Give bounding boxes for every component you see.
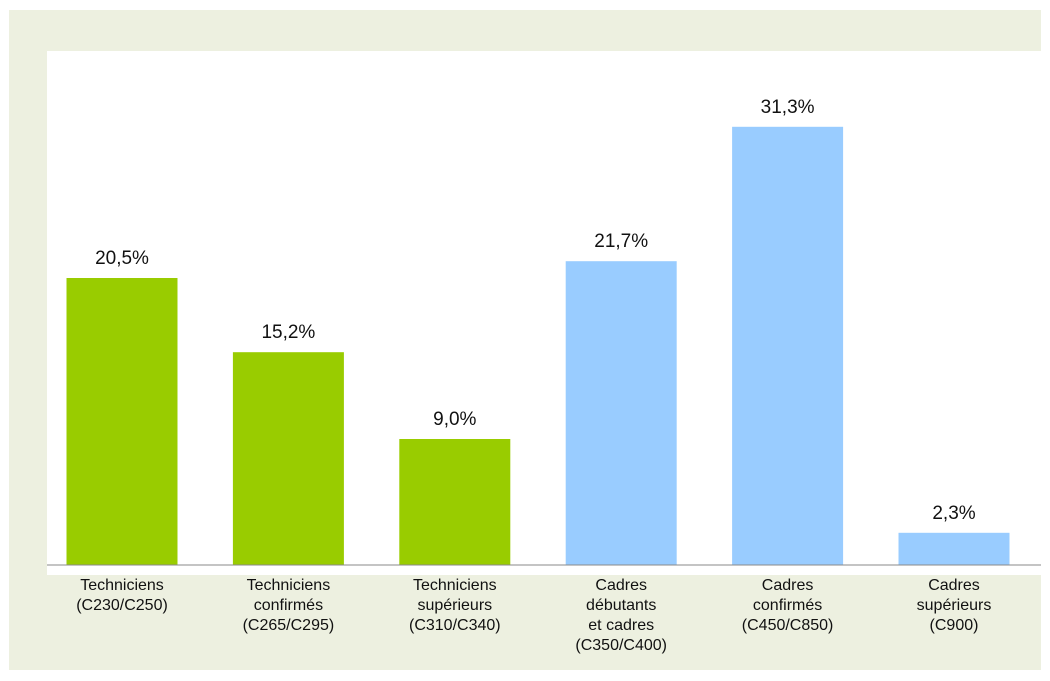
category-label-line: Cadres	[928, 577, 980, 594]
bars-group	[66, 126, 1010, 566]
bar-5	[732, 126, 844, 566]
value-label-6: 2,3%	[932, 503, 975, 524]
bar-2	[232, 352, 344, 565]
category-label-line: Techniciens	[413, 577, 497, 594]
category-label-line: confirmés	[254, 597, 323, 614]
category-label-line: Cadres	[762, 577, 814, 594]
category-label-line: (C310/C340)	[409, 617, 501, 634]
category-label-line: supérieurs	[917, 597, 992, 614]
category-label-5: Cadres confirmés (C450/C850)	[742, 577, 834, 634]
bar-4	[565, 261, 677, 565]
category-labels-group: Techniciens (C230/C250) Techniciens confirm…	[76, 577, 991, 654]
value-labels-group: 20,5% 15,2% 9,0% 21,7% 31,3% 2,3%	[95, 97, 976, 524]
category-label-line: Techniciens	[80, 577, 164, 594]
chart-frame	[9, 10, 1042, 670]
category-label-line: et cadres	[588, 617, 654, 634]
category-label-line: (C900)	[930, 617, 979, 634]
category-label-3: Techniciens supérieurs (C310/C340)	[409, 577, 501, 634]
category-label-1: Techniciens (C230/C250)	[76, 577, 168, 614]
category-label-line: confirmés	[753, 597, 822, 614]
category-label-line: Cadres	[595, 577, 647, 594]
category-label-line: supérieurs	[417, 597, 492, 614]
category-label-4: Cadres débutants et cadres (C350/C400)	[575, 577, 667, 654]
value-label-2: 15,2%	[261, 322, 315, 343]
category-label-line: (C450/C850)	[742, 617, 834, 634]
category-label-line: (C350/C400)	[575, 637, 667, 654]
bar-6	[898, 532, 1010, 565]
value-label-3: 9,0%	[433, 409, 476, 430]
bar-1	[66, 278, 178, 565]
value-label-1: 20,5%	[95, 248, 149, 269]
category-label-line: (C265/C295)	[243, 617, 335, 634]
category-label-line: Techniciens	[247, 577, 331, 594]
category-label-6: Cadres supérieurs (C900)	[917, 577, 992, 634]
value-label-4: 21,7%	[594, 231, 648, 252]
bar-3	[399, 439, 511, 565]
category-label-line: (C230/C250)	[76, 597, 168, 614]
value-label-5: 31,3%	[761, 97, 815, 118]
plot-area	[47, 51, 1042, 575]
category-label-2: Techniciens confirmés (C265/C295)	[243, 577, 335, 634]
category-label-line: débutants	[586, 597, 656, 614]
